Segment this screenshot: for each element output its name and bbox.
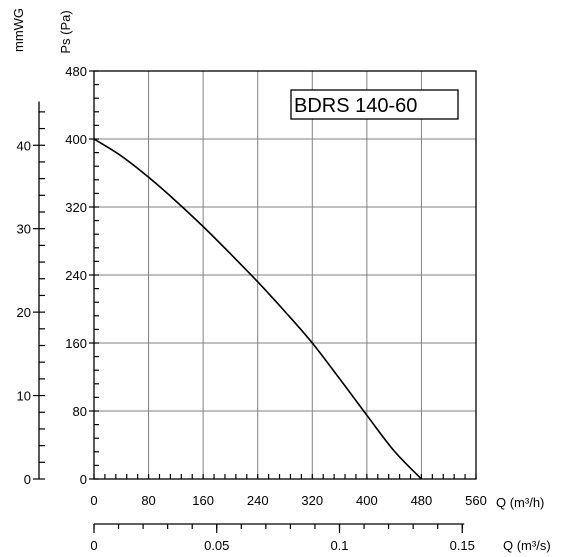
m3s-tick-label: 0.05 — [204, 538, 229, 553]
m3s-tick-label: 0 — [90, 538, 97, 553]
mmwg-axis: 0 10 20 30 40 — [17, 101, 45, 487]
mmwg-tick-label: 10 — [17, 389, 31, 404]
title-box: BDRS 140-60 — [290, 89, 459, 120]
mmwg-tick-label: 0 — [24, 472, 31, 487]
series-line-0 — [93, 138, 422, 480]
y-tick-label: 160 — [65, 336, 87, 351]
x-tick-label: 480 — [411, 493, 433, 508]
x-tick-label: 560 — [465, 493, 487, 508]
grid-lines — [94, 71, 476, 479]
flow-m3h-axis: 0 80 160 240 320 400 480 560 — [90, 493, 486, 508]
chart-title: BDRS 140-60 — [294, 95, 417, 117]
y2-axis-label: mmWG — [11, 8, 26, 52]
y-tick-label: 80 — [73, 404, 87, 419]
x-tick-label: 80 — [141, 493, 155, 508]
x-axis-label: Q (m³/h) — [496, 495, 544, 510]
y-tick-label: 480 — [65, 64, 87, 79]
mmwg-tick-label: 20 — [17, 305, 31, 320]
y-tick-label: 240 — [65, 268, 87, 283]
x-tick-label: 320 — [301, 493, 323, 508]
y-tick-label: 320 — [65, 200, 87, 215]
title-frame — [290, 89, 459, 120]
x-tick-label: 400 — [356, 493, 378, 508]
mmwg-tick-label: 40 — [17, 138, 31, 153]
inner-ticks — [93, 70, 477, 480]
x-tick-label: 160 — [192, 493, 214, 508]
curve-group — [93, 138, 422, 480]
m3s-tick-label: 0.15 — [450, 538, 475, 553]
ps-axis: 0 80 160 240 320 400 480 — [65, 64, 94, 487]
y-tick-label: 400 — [65, 132, 87, 147]
x-tick-label: 0 — [90, 493, 97, 508]
y-axis-label: Ps (Pa) — [58, 10, 73, 53]
m3s-tick-label: 0.1 — [330, 538, 348, 553]
flow-m3s-axis: 0 0.05 0.1 0.15 — [90, 523, 475, 553]
x2-axis-label: Q (m³/s) — [503, 538, 551, 553]
y-tick-label: 0 — [80, 472, 87, 487]
x-tick-label: 240 — [247, 493, 269, 508]
mmwg-tick-label: 30 — [17, 222, 31, 237]
